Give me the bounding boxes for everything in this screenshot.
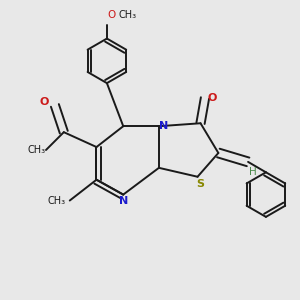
Text: O: O [40,98,49,107]
Text: O: O [208,93,217,103]
Text: CH₃: CH₃ [28,145,46,155]
Text: CH₃: CH₃ [47,196,65,206]
Text: N: N [159,121,168,131]
Text: S: S [196,179,205,189]
Text: N: N [118,196,128,206]
Text: CH₃: CH₃ [118,10,137,20]
Text: H: H [249,167,256,177]
Text: O: O [107,10,116,20]
